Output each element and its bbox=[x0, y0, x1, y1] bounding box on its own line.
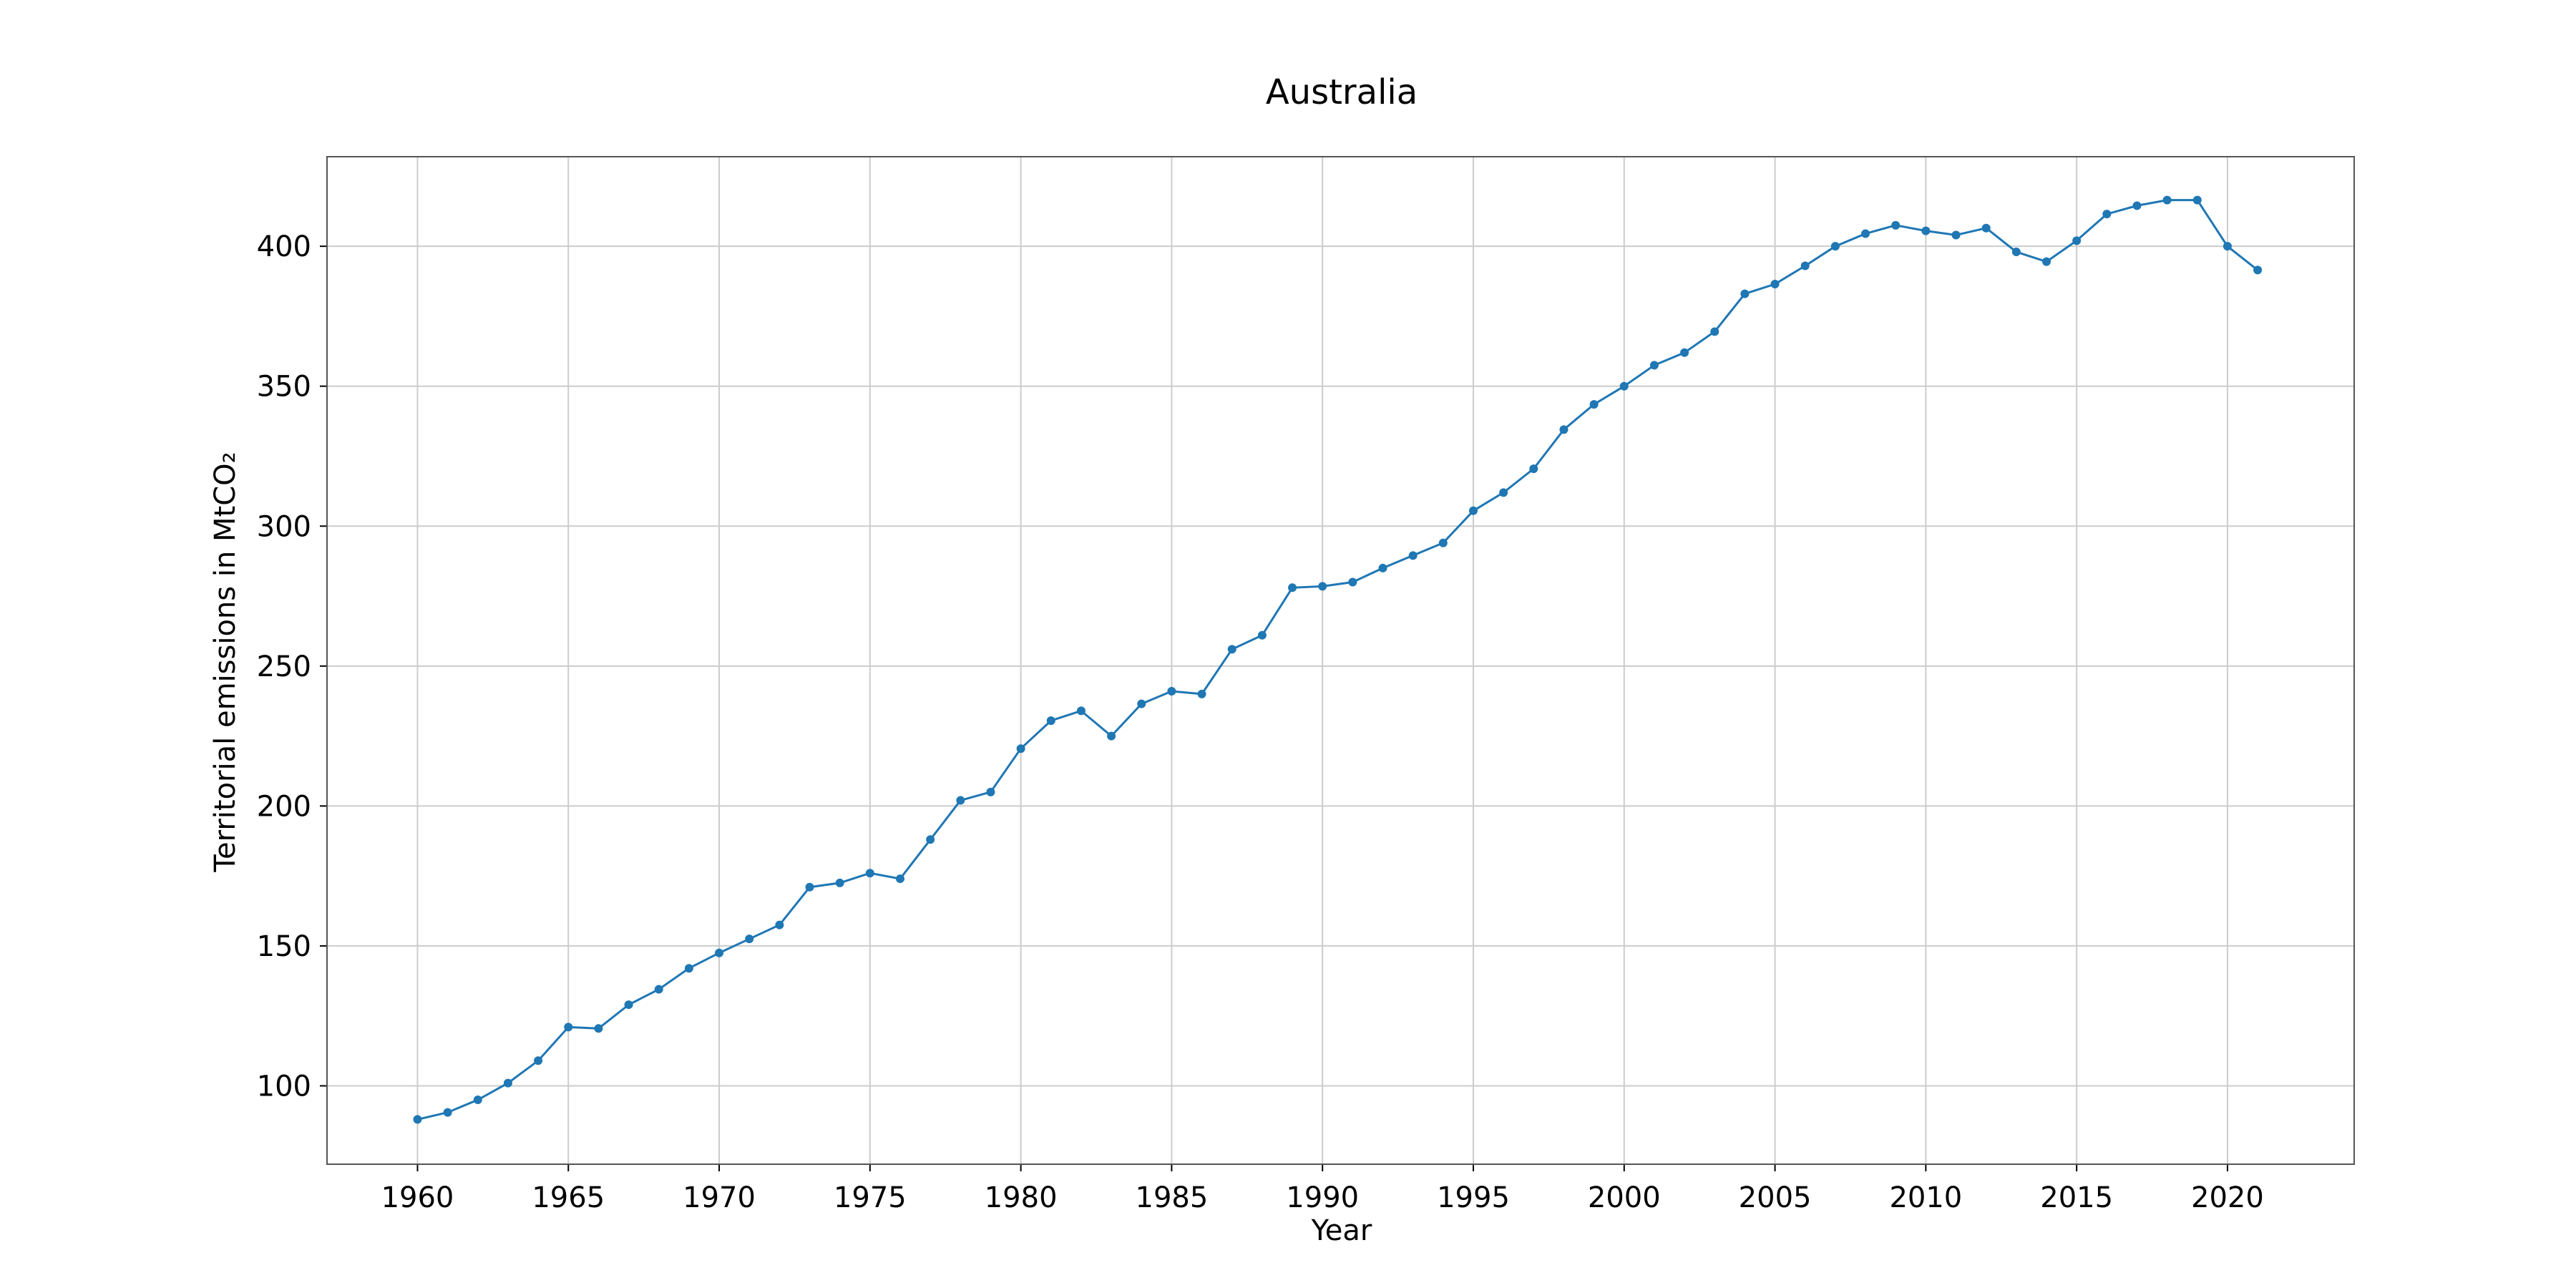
y-tick-label: 100 bbox=[257, 1070, 311, 1103]
y-tick-label: 300 bbox=[257, 510, 311, 543]
data-point bbox=[624, 1000, 633, 1010]
data-point bbox=[1137, 699, 1146, 708]
x-tick-label: 1990 bbox=[1286, 1181, 1359, 1214]
data-point bbox=[1046, 716, 1055, 726]
data-point bbox=[1408, 551, 1418, 560]
data-point bbox=[2011, 247, 2021, 256]
data-point bbox=[2041, 257, 2051, 266]
data-point bbox=[413, 1115, 422, 1124]
x-tick-label: 2015 bbox=[2040, 1181, 2113, 1214]
data-point bbox=[1348, 577, 1357, 587]
data-point bbox=[2102, 210, 2112, 219]
data-point bbox=[1197, 689, 1206, 698]
data-point bbox=[1800, 261, 1810, 270]
axis-ticks: 1960 1965 1970 1975 1980 1985 1990 1995 2000 2005… bbox=[257, 230, 2264, 1214]
data-point bbox=[1167, 687, 1176, 696]
data-point bbox=[1257, 630, 1267, 640]
y-axis-label: Territorial emissions in MtCO₂ bbox=[209, 452, 242, 872]
y-tick-label: 400 bbox=[257, 230, 311, 263]
data-point bbox=[1740, 289, 1750, 298]
data-point bbox=[1529, 464, 1538, 474]
data-point bbox=[654, 985, 663, 994]
data-point bbox=[1016, 744, 1025, 753]
data-point bbox=[1589, 400, 1599, 409]
data-point bbox=[594, 1024, 603, 1033]
grid bbox=[327, 157, 2354, 1164]
data-point bbox=[1921, 226, 1931, 235]
data-point bbox=[1378, 563, 1387, 572]
data-point bbox=[1710, 327, 1719, 336]
data-point bbox=[1891, 220, 1901, 230]
plot-frame bbox=[326, 156, 2355, 1165]
data-point bbox=[1680, 348, 1689, 357]
data-point bbox=[534, 1056, 543, 1065]
data-point bbox=[1619, 381, 1629, 391]
data-point bbox=[715, 948, 724, 957]
data-point bbox=[895, 874, 904, 884]
data-point bbox=[2223, 242, 2232, 251]
x-tick-label: 1965 bbox=[532, 1181, 605, 1214]
x-tick-label: 1975 bbox=[834, 1181, 907, 1214]
data-point bbox=[1499, 488, 1508, 497]
data-point bbox=[835, 878, 844, 887]
data-point bbox=[1770, 279, 1780, 288]
data-point bbox=[1861, 229, 1870, 238]
data-point bbox=[745, 935, 754, 944]
data-point bbox=[2192, 195, 2202, 205]
data-point bbox=[1468, 506, 1478, 515]
data-point bbox=[2253, 265, 2263, 275]
data-point bbox=[503, 1078, 512, 1088]
x-tick-label: 1980 bbox=[985, 1181, 1058, 1214]
data-point bbox=[1951, 230, 1961, 240]
data-point bbox=[926, 835, 935, 844]
chart-title: Australia bbox=[1266, 72, 1418, 112]
x-tick-label: 1995 bbox=[1437, 1181, 1510, 1214]
data-point bbox=[775, 920, 784, 930]
series bbox=[413, 195, 2263, 1124]
data-point bbox=[1649, 361, 1659, 370]
y-tick-label: 350 bbox=[257, 371, 311, 404]
x-tick-label: 1960 bbox=[381, 1181, 454, 1214]
y-tick-label: 200 bbox=[257, 790, 311, 823]
data-point bbox=[473, 1096, 482, 1105]
data-point bbox=[865, 869, 874, 878]
x-tick-label: 1970 bbox=[683, 1181, 756, 1214]
data-point bbox=[1981, 223, 1991, 233]
data-point bbox=[1438, 538, 1448, 547]
data-point bbox=[443, 1108, 452, 1117]
data-point bbox=[1107, 731, 1116, 741]
data-point bbox=[1559, 425, 1568, 434]
data-point bbox=[1076, 706, 1085, 716]
data-point bbox=[2132, 201, 2142, 210]
x-tick-label: 2005 bbox=[1739, 1181, 1812, 1214]
data-point bbox=[1830, 242, 1840, 251]
x-axis-label: Year bbox=[1311, 1214, 1372, 1247]
data-point bbox=[1227, 645, 1236, 654]
x-tick-label: 2010 bbox=[1889, 1181, 1962, 1214]
y-tick-label: 150 bbox=[257, 930, 311, 963]
x-tick-label: 1985 bbox=[1136, 1181, 1209, 1214]
data-point bbox=[1318, 582, 1327, 591]
x-tick-label: 2000 bbox=[1588, 1181, 1661, 1214]
data-point bbox=[805, 882, 814, 892]
data-point bbox=[2072, 236, 2082, 245]
data-point bbox=[2162, 195, 2172, 205]
data-point bbox=[956, 796, 965, 805]
data-point bbox=[564, 1023, 573, 1032]
series-line bbox=[417, 199, 2259, 1121]
x-tick-label: 2020 bbox=[2191, 1181, 2264, 1214]
data-point bbox=[1288, 583, 1297, 592]
y-tick-label: 250 bbox=[257, 650, 311, 683]
data-point bbox=[986, 787, 995, 796]
data-point bbox=[684, 964, 693, 973]
